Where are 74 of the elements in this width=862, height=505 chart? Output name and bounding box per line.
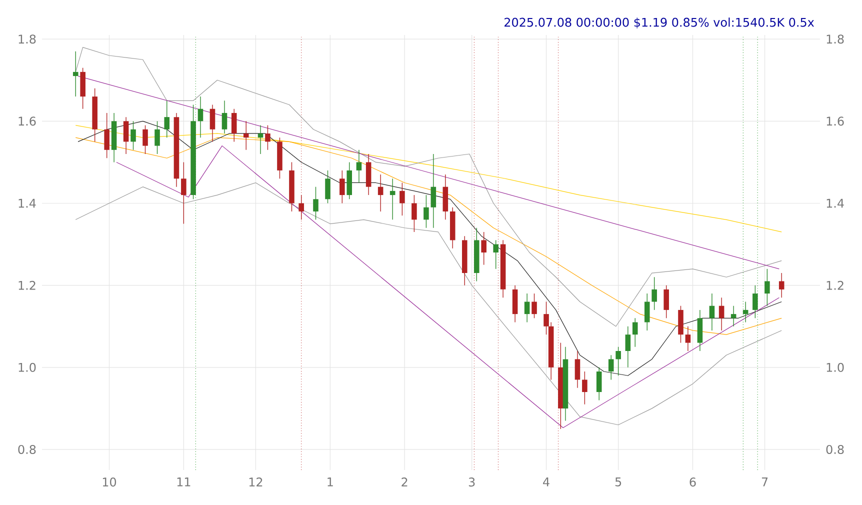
candlestick xyxy=(123,116,129,154)
candlestick xyxy=(210,104,216,142)
candlestick xyxy=(154,120,160,154)
y2-tick-label: 1.6 xyxy=(826,116,844,126)
x-tick-label: 5 xyxy=(615,478,622,486)
x-tick-label: 7 xyxy=(762,478,768,486)
candlestick xyxy=(625,326,631,368)
y-tick-label: 1.2 xyxy=(18,280,36,290)
candlestick xyxy=(742,301,748,323)
candlestick xyxy=(298,194,304,220)
line-series xyxy=(75,124,782,232)
candlestick xyxy=(608,354,614,380)
candlestick xyxy=(181,162,186,224)
candlestick xyxy=(685,326,691,352)
x-tick-label: 10 xyxy=(102,478,116,487)
candlestick xyxy=(752,284,758,319)
candlestick xyxy=(198,96,204,138)
x-tick-label: 11 xyxy=(177,478,190,486)
candlestick xyxy=(524,293,530,323)
y-tick-label: 0.8 xyxy=(18,444,36,454)
candlestick xyxy=(730,306,736,327)
candlestick xyxy=(664,284,669,319)
x-tick-label: 1 xyxy=(328,478,333,486)
candlestick xyxy=(243,120,249,150)
x-tick-label: 6 xyxy=(690,478,696,487)
candlestick xyxy=(652,276,657,310)
candlestick xyxy=(400,182,405,216)
candlestick xyxy=(340,170,345,204)
candlestick xyxy=(378,174,384,212)
candlestick xyxy=(574,350,580,388)
candlestick xyxy=(222,100,228,134)
candlestick xyxy=(596,367,602,401)
x-tick-label: 4 xyxy=(543,478,550,486)
candlestick xyxy=(644,293,650,331)
candlestick xyxy=(104,112,110,158)
candlestick xyxy=(616,346,621,376)
candlestick xyxy=(424,194,429,228)
candlestick xyxy=(582,371,588,405)
candlestick xyxy=(325,170,330,204)
candlestick xyxy=(430,154,436,228)
y-tick-label: 1.6 xyxy=(18,116,36,126)
candlestick xyxy=(356,150,362,184)
candlestick xyxy=(265,124,270,150)
y-tick-label: 1.4 xyxy=(18,198,36,208)
y-tick-label: 1.8 xyxy=(18,34,36,44)
line-series xyxy=(116,145,780,428)
y2-tick-label: 1.0 xyxy=(826,362,844,372)
x-tick-label: 3 xyxy=(468,478,475,487)
candlestick xyxy=(142,124,148,154)
candlestick xyxy=(532,293,537,319)
candlestick xyxy=(390,178,396,220)
candlestick xyxy=(632,318,638,348)
y2-tick-label: 0.8 xyxy=(826,444,844,454)
candlestick xyxy=(718,297,724,331)
candlestick xyxy=(493,240,498,270)
candlestick xyxy=(164,100,170,138)
candlestick xyxy=(709,293,715,331)
candlestick xyxy=(313,186,318,220)
candlestick xyxy=(130,120,136,150)
candlestick xyxy=(258,124,264,154)
y-tick-label: 1.0 xyxy=(18,362,36,372)
x-tick-label: 12 xyxy=(249,478,262,486)
candlestick xyxy=(231,108,237,142)
candlestick xyxy=(481,232,486,266)
candlestick xyxy=(72,51,78,97)
y2-tick-label: 1.4 xyxy=(826,198,844,208)
chart-title: 2025.07.08 00:00:00 $1.19 0.85% vol:1540.5K 0.5x xyxy=(504,18,814,28)
y2-tick-label: 1.2 xyxy=(826,280,844,290)
line-series xyxy=(75,137,782,335)
x-tick-label: 2 xyxy=(402,478,408,486)
candlestick xyxy=(412,194,417,232)
y2-tick-label: 1.8 xyxy=(826,34,844,44)
candlestick xyxy=(764,268,770,306)
candlestick xyxy=(778,272,784,298)
